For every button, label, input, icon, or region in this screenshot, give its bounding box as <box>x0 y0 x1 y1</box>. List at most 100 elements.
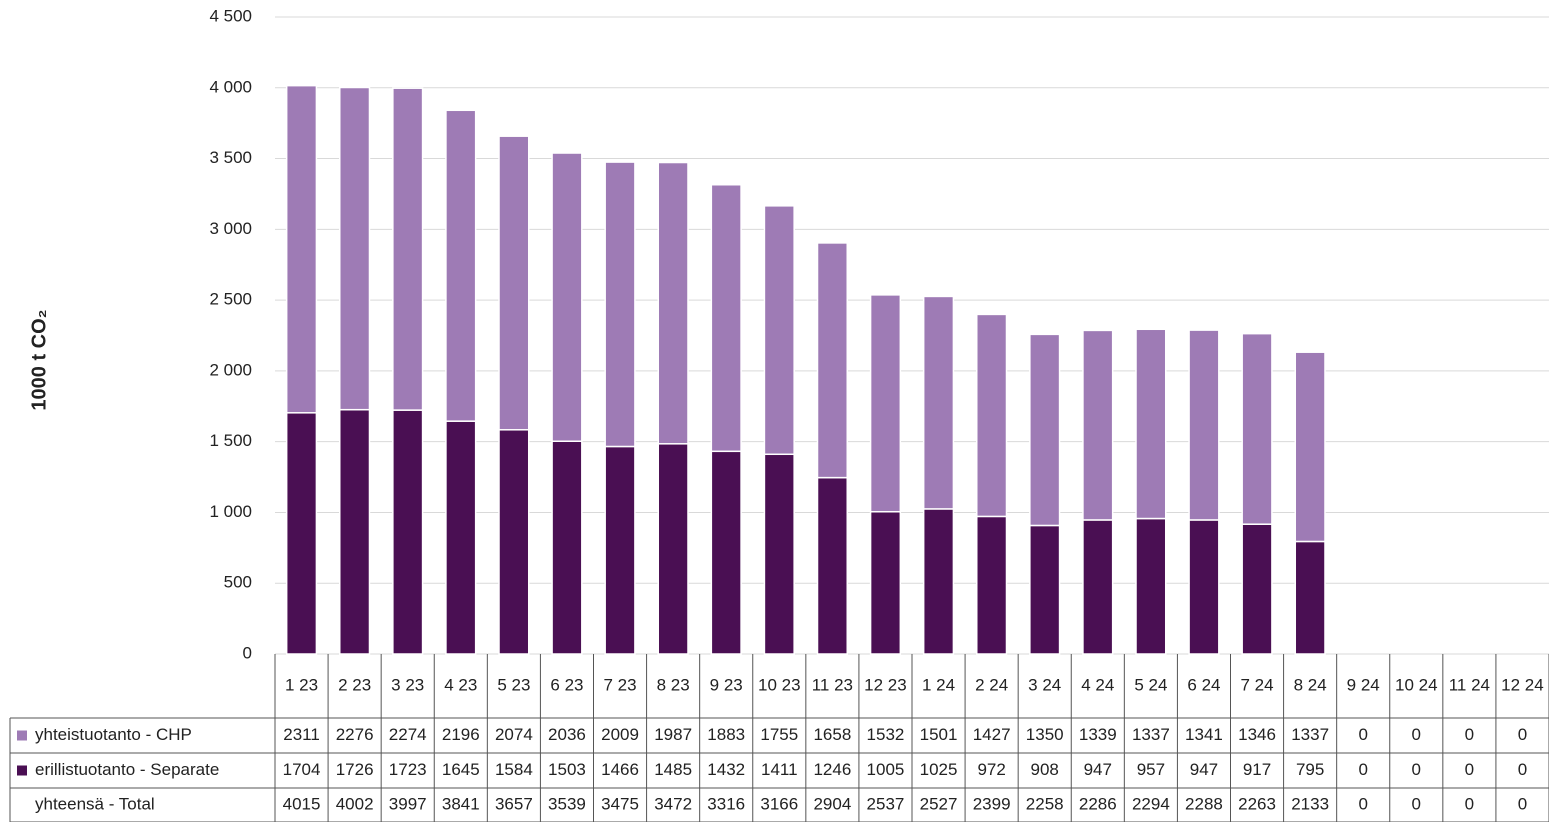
bar-segment <box>763 453 795 655</box>
table-value: 1645 <box>442 760 480 779</box>
table-value: 2258 <box>1026 794 1064 813</box>
table-value: 2288 <box>1185 794 1223 813</box>
table-value: 1339 <box>1079 725 1117 744</box>
table-value: 0 <box>1465 760 1474 779</box>
bar-segment <box>1241 523 1273 655</box>
x-tick-label: 2 23 <box>338 675 371 694</box>
x-tick-label: 12 24 <box>1501 675 1544 694</box>
table-value: 1411 <box>761 760 798 779</box>
table-value: 3166 <box>760 794 798 813</box>
bar-segment <box>339 408 371 655</box>
bar-segment <box>1188 519 1220 655</box>
table-value: 0 <box>1412 725 1421 744</box>
table-value: 1755 <box>760 725 798 744</box>
x-tick-label: 1 24 <box>922 675 955 694</box>
table-value: 1584 <box>495 760 533 779</box>
bar-segment <box>604 445 636 655</box>
table-value: 1005 <box>867 760 905 779</box>
table-value: 2399 <box>973 794 1011 813</box>
bar-segment <box>445 109 477 422</box>
bar-segment <box>392 87 424 411</box>
legend-label: yhteistuotanto - CHP <box>35 725 192 744</box>
table-value: 1987 <box>654 725 692 744</box>
bar-segment <box>816 242 848 479</box>
bar-segment <box>976 515 1008 655</box>
table-value: 1485 <box>654 760 692 779</box>
table-value: 4002 <box>336 794 374 813</box>
table-value: 1532 <box>867 725 905 744</box>
table-value: 1723 <box>389 760 427 779</box>
x-tick-label: 11 24 <box>1449 675 1490 694</box>
bar-segment <box>922 295 955 510</box>
table-value: 1883 <box>707 725 745 744</box>
y-tick-label: 4 000 <box>209 77 252 96</box>
table-value: 1726 <box>336 760 374 779</box>
bar-segment <box>551 152 583 442</box>
legend-marker <box>17 765 27 776</box>
table-value: 3657 <box>495 794 533 813</box>
y-tick-label: 3 000 <box>209 219 252 238</box>
y-tick-label: 4 500 <box>209 6 252 25</box>
table-value: 0 <box>1358 794 1367 813</box>
table-value: 2274 <box>389 725 427 744</box>
table-value: 1337 <box>1132 725 1170 744</box>
bar-segment <box>604 161 636 448</box>
bar-segment <box>869 294 902 513</box>
table-value: 1246 <box>813 760 851 779</box>
table-value: 1341 <box>1185 725 1223 744</box>
bar-segment <box>1082 329 1114 521</box>
x-tick-label: 8 23 <box>657 675 690 694</box>
table-value: 2286 <box>1079 794 1117 813</box>
x-tick-label: 11 23 <box>812 675 853 694</box>
bar-segment <box>1082 519 1114 655</box>
table-value: 2527 <box>920 794 958 813</box>
table-value: 3539 <box>548 794 586 813</box>
bar-segment <box>816 476 848 655</box>
table-value: 2009 <box>601 725 639 744</box>
bar-segment <box>763 205 795 456</box>
table-value: 2537 <box>867 794 905 813</box>
table-value: 2074 <box>495 725 533 744</box>
y-tick-label: 1 000 <box>209 502 252 521</box>
y-axis-label: 1000 t CO₂ <box>28 309 50 410</box>
bar-segment <box>498 429 530 655</box>
bar-segment <box>1135 328 1167 520</box>
table-value: 0 <box>1518 760 1527 779</box>
x-tick-label: 10 23 <box>758 675 801 694</box>
x-tick-label: 5 23 <box>497 675 530 694</box>
bar-segment <box>1188 329 1220 521</box>
legend-label: yhteensä - Total <box>35 794 155 813</box>
y-tick-label: 1 500 <box>209 431 252 450</box>
table-value: 2196 <box>442 725 480 744</box>
table-value: 0 <box>1412 794 1421 813</box>
x-tick-label: 3 23 <box>391 675 424 694</box>
x-tick-label: 6 23 <box>550 675 583 694</box>
bar-segment <box>657 161 689 445</box>
table-value: 795 <box>1296 760 1324 779</box>
x-tick-label: 9 24 <box>1347 675 1380 694</box>
x-tick-label: 10 24 <box>1395 675 1438 694</box>
table-value: 1501 <box>920 725 958 744</box>
x-tick-label: 4 23 <box>444 675 477 694</box>
table-value: 1432 <box>707 760 745 779</box>
bar-segment <box>1294 351 1326 543</box>
table-value: 1346 <box>1238 725 1276 744</box>
legend-marker <box>17 730 27 741</box>
table-value: 0 <box>1358 760 1367 779</box>
legend-label: erillistuotanto - Separate <box>35 760 219 779</box>
bar-segment <box>445 420 477 655</box>
table-value: 1658 <box>813 725 851 744</box>
x-tick-label: 1 23 <box>285 675 318 694</box>
table-value: 972 <box>977 760 1005 779</box>
table-value: 3316 <box>707 794 745 813</box>
bar-segment <box>710 183 742 453</box>
table-value: 0 <box>1465 794 1474 813</box>
table-value: 947 <box>1084 760 1112 779</box>
bar-segment <box>869 510 902 655</box>
bar-segment <box>657 443 689 655</box>
y-tick-label: 500 <box>224 573 252 592</box>
y-tick-label: 0 <box>243 643 252 662</box>
table-value: 0 <box>1358 725 1367 744</box>
table-value: 2311 <box>283 725 320 744</box>
